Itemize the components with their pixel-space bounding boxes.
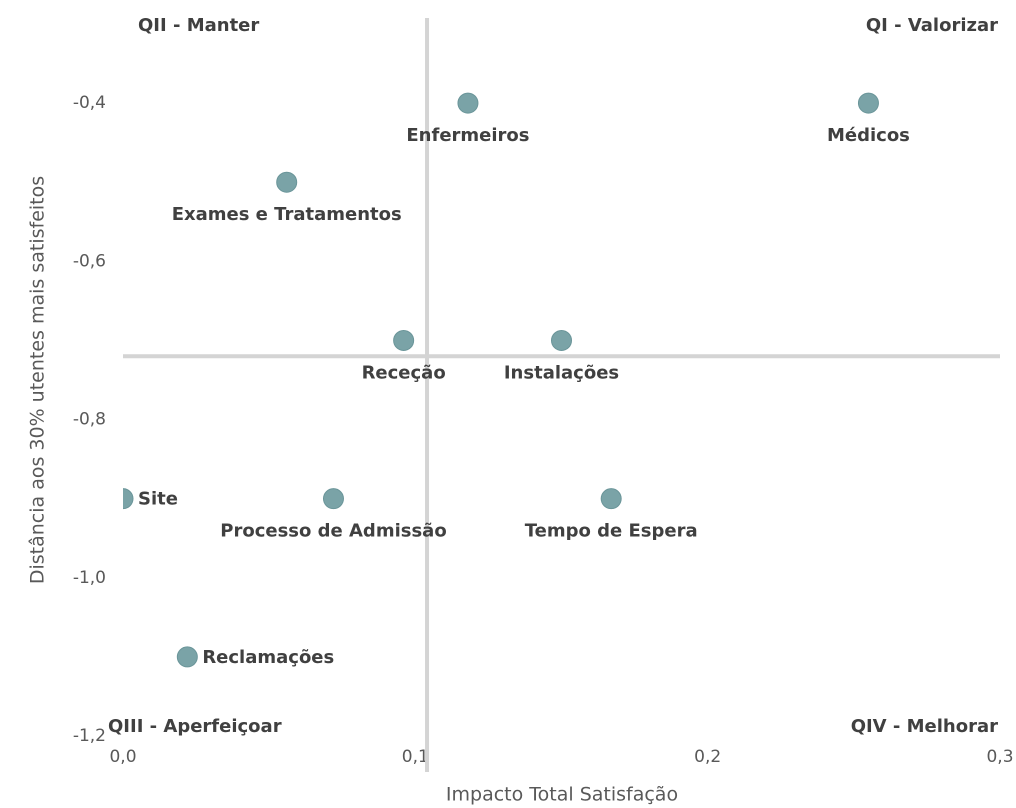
quadrant-label: QIII - Aperfeiçoar [108,716,282,737]
x-axis-title: Impacto Total Satisfação [446,784,678,806]
y-tick-label: -0,4 [73,93,106,113]
x-tick-label: 0,0 [109,747,136,767]
point [123,488,134,510]
y-tick-label: -0,8 [73,410,106,430]
y-tick-label: -0,6 [73,251,106,271]
point [322,488,344,510]
point-label: Médicos [827,125,910,146]
point-label: Site [138,489,178,510]
quadrant-label: QIV - Melhorar [851,716,998,737]
x-tick-label: 0,3 [986,747,1013,767]
y-tick-label: -1,2 [73,726,106,746]
point-label: Receção [362,362,446,383]
x-tick-label: 0,1 [402,747,429,767]
quadrant-label: QI - Valorizar [866,15,998,36]
points [123,92,879,668]
point [457,92,479,114]
point [276,171,298,193]
point-label: Instalações [504,362,619,383]
point [393,329,415,351]
y-tick-label: -1,0 [73,568,106,588]
point [600,488,622,510]
x-tick-label: 0,2 [694,747,721,767]
point [551,329,572,351]
point [857,92,879,114]
point-label: Enfermeiros [406,125,529,146]
point [176,646,198,668]
y-axis-title: Distância aos 30% utentes mais satisfeit… [27,176,49,584]
point-label: Processo de Admissão [220,521,446,542]
point-label: Tempo de Espera [525,521,698,542]
point-label: Reclamações [202,647,334,668]
quadrant-label: QII - Manter [138,15,259,36]
point-label: Exames e Tratamentos [172,204,402,225]
